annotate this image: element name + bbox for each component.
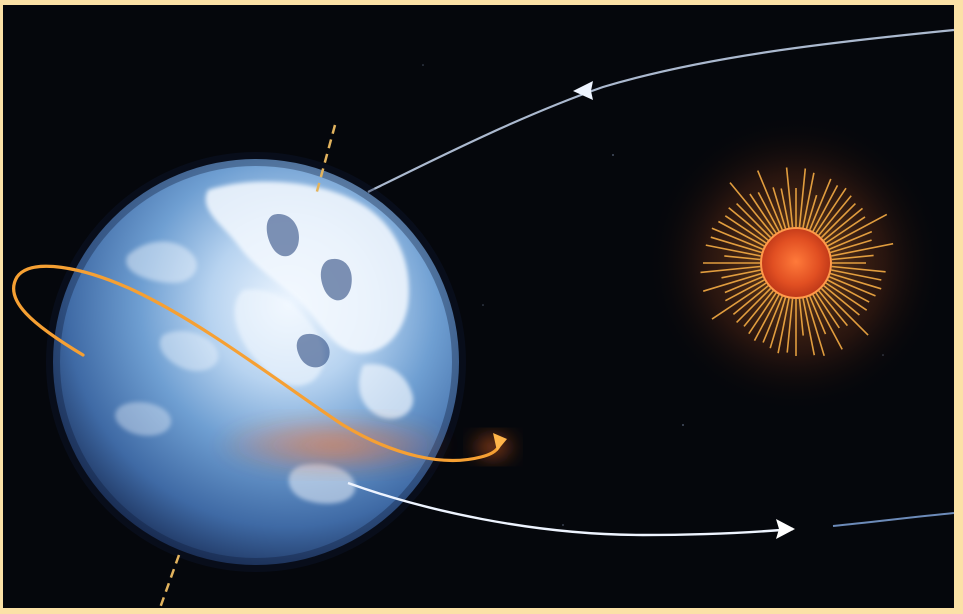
- sun-ray: [802, 298, 816, 356]
- sun-ray: [710, 236, 762, 254]
- sun-ray: [831, 254, 874, 261]
- sun-ray: [798, 298, 804, 336]
- space-illustration: [3, 5, 954, 608]
- sun-ray: [732, 285, 769, 316]
- sun-ray: [825, 216, 866, 244]
- sun-ray: [705, 244, 761, 257]
- sun-ray: [725, 279, 765, 302]
- sun-ray: [721, 269, 761, 279]
- sun-ray: [711, 282, 767, 320]
- orbit-arrowhead-top: [573, 81, 593, 100]
- sun-ray: [831, 269, 882, 281]
- sun-ray: [748, 292, 777, 335]
- orbit-path-front: [347, 481, 794, 537]
- sun-ray: [805, 297, 825, 357]
- sun-ray: [749, 193, 777, 234]
- sun-ray: [729, 182, 774, 236]
- sun-ray: [812, 294, 843, 350]
- sun-ray: [798, 168, 807, 228]
- sun-ray: [827, 213, 888, 247]
- earth-sun-diagram-art: [3, 5, 954, 608]
- sun-ray: [828, 276, 876, 297]
- sun-ray: [830, 239, 872, 254]
- sun-ray: [753, 294, 780, 341]
- sun-ray: [809, 295, 827, 335]
- sun: [760, 227, 832, 299]
- sun-ray: [825, 282, 868, 311]
- rotation-arrowhead: [493, 433, 507, 451]
- sun-ray: [711, 227, 764, 250]
- sun-rays: [700, 167, 894, 357]
- orbit-path-back: [367, 28, 954, 193]
- sun-ray: [736, 203, 772, 239]
- sun-ray: [728, 207, 769, 241]
- sun-ray: [815, 292, 840, 329]
- sun-ray: [736, 287, 772, 323]
- sun-ray: [831, 265, 886, 273]
- sun-ray: [724, 255, 761, 261]
- orbit-path-far: [832, 512, 954, 527]
- earth: [46, 152, 466, 572]
- sun-ray: [812, 185, 839, 232]
- sun-ray: [802, 172, 815, 228]
- sun-ray: [757, 192, 780, 232]
- sun-ray: [780, 188, 790, 228]
- sun-ray: [831, 242, 894, 257]
- sun-ray: [820, 287, 869, 336]
- sun-ray: [818, 195, 852, 236]
- sun-ray: [823, 285, 860, 316]
- sun-ray: [830, 272, 882, 290]
- sun-ray: [769, 297, 787, 349]
- rotation-arrow: [11, 264, 502, 463]
- sun-ray: [756, 170, 783, 231]
- sun-ray: [724, 215, 767, 244]
- sun-ray: [743, 290, 774, 327]
- sun-ray: [827, 279, 870, 303]
- sun-ray: [809, 178, 832, 231]
- sun-ray: [724, 276, 764, 294]
- sun-ray: [700, 265, 761, 274]
- sun-ray: [786, 298, 794, 353]
- earth-axis-top: [314, 124, 337, 196]
- sun-ray: [777, 298, 790, 354]
- sun-ray: [828, 230, 873, 250]
- sun-ray: [762, 295, 783, 343]
- sun-ray: [820, 203, 856, 239]
- sun-ray: [718, 220, 765, 247]
- sun-ray: [818, 290, 849, 327]
- sun-ray: [815, 187, 847, 234]
- sun-ray: [702, 272, 762, 292]
- sun-ray: [772, 187, 787, 229]
- sun-ray: [785, 167, 794, 228]
- orbit-arrowhead-bottom: [776, 519, 795, 539]
- earth-axis-bottom: [158, 554, 181, 608]
- sun-ray: [805, 194, 818, 229]
- sun-ray: [823, 207, 864, 241]
